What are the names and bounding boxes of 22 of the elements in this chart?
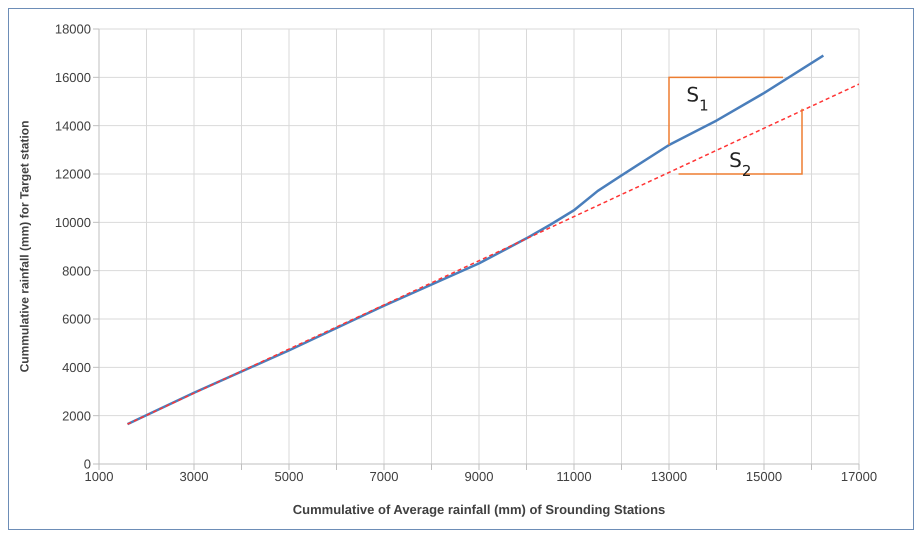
x-tick-label: 15000	[746, 469, 782, 484]
x-tick-label: 9000	[464, 469, 494, 484]
y-axis-title: Cummulative rainfall (mm) for Target station	[17, 120, 32, 372]
x-tick-label: 5000	[274, 469, 304, 484]
y-tick-label: 0	[84, 456, 91, 472]
y-tick-label: 8000	[62, 263, 91, 278]
y-tick-label: 10000	[54, 214, 91, 230]
x-tick-label: 7000	[370, 469, 398, 484]
y-tick-label: 18000	[54, 22, 91, 37]
y-tick-label: 14000	[54, 118, 91, 134]
y-tick-label: 2000	[62, 408, 91, 424]
x-tick-label: 13000	[650, 469, 688, 484]
x-tick-label: 3000	[180, 469, 208, 484]
x-tick-label: 1000	[84, 469, 114, 484]
y-tick-label: 12000	[54, 166, 91, 182]
y-tick-label: 16000	[54, 70, 91, 85]
x-axis-title: Cummulative of Average rainfall (mm) of Srounding Stations	[292, 502, 666, 517]
annotation: S$_{1}$	[686, 82, 709, 114]
x-tick-label: 17000	[840, 469, 878, 484]
y-tick-label: 4000	[62, 360, 91, 375]
x-tick-label: 11000	[556, 469, 592, 484]
y-tick-label: 6000	[62, 312, 91, 327]
